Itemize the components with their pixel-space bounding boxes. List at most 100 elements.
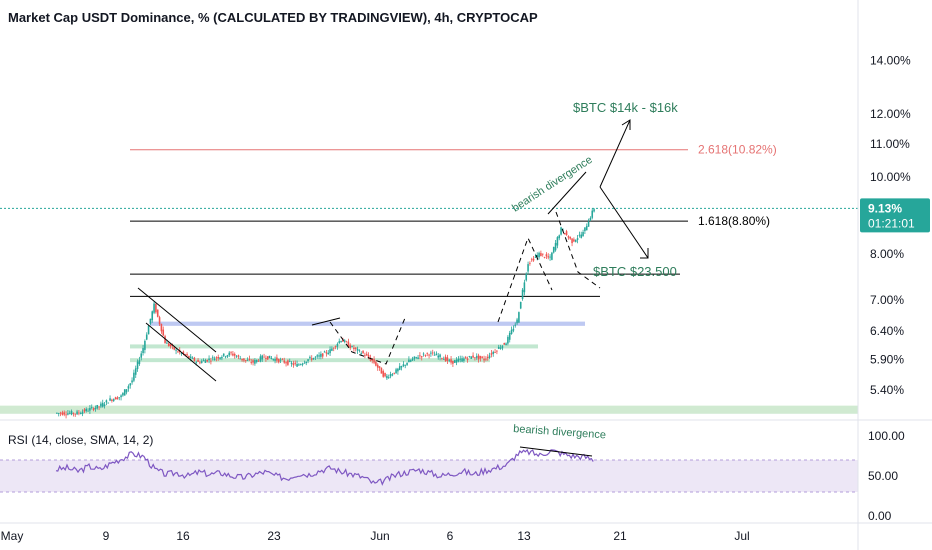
- candle-body: [364, 354, 366, 356]
- candle-body: [519, 301, 522, 309]
- candle-body: [105, 400, 108, 403]
- rsi-line: [55, 448, 594, 486]
- candle-body: [563, 233, 566, 235]
- candle-body: [155, 303, 157, 313]
- candle-body: [455, 359, 458, 363]
- candle-body: [224, 356, 227, 358]
- candle-body: [125, 389, 128, 393]
- candle-body: [356, 348, 359, 351]
- candle-body: [235, 356, 238, 358]
- candle-body: [107, 402, 110, 404]
- candle-body: [466, 358, 469, 360]
- rsi-label: RSI (14, close, SMA, 14, 2): [8, 433, 153, 447]
- candle-body: [450, 359, 452, 363]
- x-tick-label: 13: [517, 529, 531, 543]
- candle-body: [169, 344, 172, 347]
- candle-body: [101, 402, 104, 407]
- candle-body: [558, 235, 561, 239]
- candle-body: [149, 318, 152, 324]
- rsi-divergence-line: [519, 446, 593, 457]
- candle-body: [334, 346, 337, 348]
- rsi-layer: bearish divergence: [0, 423, 858, 493]
- candle-body: [156, 309, 159, 317]
- candle-body: [199, 362, 201, 364]
- candle-body: [409, 360, 412, 362]
- candle-body: [103, 404, 106, 407]
- candle-body: [246, 359, 249, 361]
- candle-body: [367, 354, 370, 358]
- candle-body: [140, 353, 143, 358]
- candle-body: [510, 329, 513, 334]
- candle-body: [83, 409, 86, 412]
- candle-body: [512, 328, 515, 331]
- candle-body: [505, 343, 507, 346]
- x-tick-label: May: [1, 529, 24, 543]
- level-label-1: 1.618(8.80%): [698, 214, 770, 228]
- candle-body: [538, 252, 540, 258]
- candle-body: [252, 360, 254, 363]
- candle-body: [320, 353, 322, 357]
- zone-3: [0, 405, 858, 414]
- candle-body: [400, 365, 403, 368]
- candle-body: [378, 366, 381, 368]
- zones-layer: [0, 321, 858, 414]
- candle-body: [318, 355, 320, 357]
- candle-body: [72, 412, 75, 414]
- candle-body: [472, 355, 474, 358]
- candle-body: [270, 358, 273, 359]
- candle-body: [376, 364, 379, 368]
- y-tick-label: 5.40%: [870, 383, 904, 397]
- candle-body: [488, 355, 491, 358]
- candle-body: [310, 358, 313, 360]
- candle-body: [483, 358, 485, 361]
- candle-body: [307, 359, 309, 362]
- candle-body: [331, 348, 333, 351]
- candle-body: [90, 407, 93, 408]
- y-tick-label: 12.00%: [870, 107, 911, 121]
- candle-body: [292, 363, 295, 366]
- candle-body: [514, 324, 517, 326]
- candle-body: [145, 334, 148, 340]
- zone-2: [130, 358, 490, 363]
- candle-body: [545, 254, 548, 257]
- candle-body: [133, 372, 135, 381]
- candle-body: [287, 360, 289, 365]
- candle-body: [279, 359, 282, 361]
- candle-body: [431, 352, 434, 354]
- candle-body: [554, 242, 557, 251]
- candle-body: [233, 354, 236, 356]
- candle-body: [109, 398, 111, 401]
- candle-body: [490, 353, 493, 355]
- candle-body: [67, 413, 69, 415]
- trendline: [137, 287, 217, 353]
- candle-body: [281, 358, 284, 360]
- x-tick-label: 23: [267, 529, 281, 543]
- candle-body: [114, 397, 117, 400]
- candle-body: [129, 383, 132, 386]
- candle-body: [573, 239, 575, 242]
- candle-body: [239, 358, 242, 360]
- candle-body: [578, 234, 581, 236]
- candle-body: [70, 411, 73, 415]
- candle-body: [547, 256, 550, 258]
- candle-body: [290, 362, 293, 364]
- annotation-1: $BTC $23.500: [593, 264, 677, 279]
- candle-body: [277, 358, 280, 363]
- candle-body: [147, 325, 150, 335]
- candle-body: [122, 393, 124, 396]
- candle-body: [285, 362, 287, 364]
- candle-body: [254, 360, 256, 364]
- candle-body: [402, 364, 405, 366]
- candle-body: [584, 227, 586, 232]
- candle-body: [496, 350, 498, 352]
- candle-body: [481, 356, 484, 358]
- candle-body: [351, 346, 353, 347]
- x-tick-label: Jul: [734, 529, 749, 543]
- candle-body: [261, 355, 264, 360]
- candle-body: [477, 355, 480, 360]
- candle-body: [244, 360, 247, 361]
- candle-body: [120, 395, 122, 398]
- candle-body: [219, 357, 221, 359]
- projection-path: [329, 317, 406, 365]
- candle-body: [463, 358, 465, 361]
